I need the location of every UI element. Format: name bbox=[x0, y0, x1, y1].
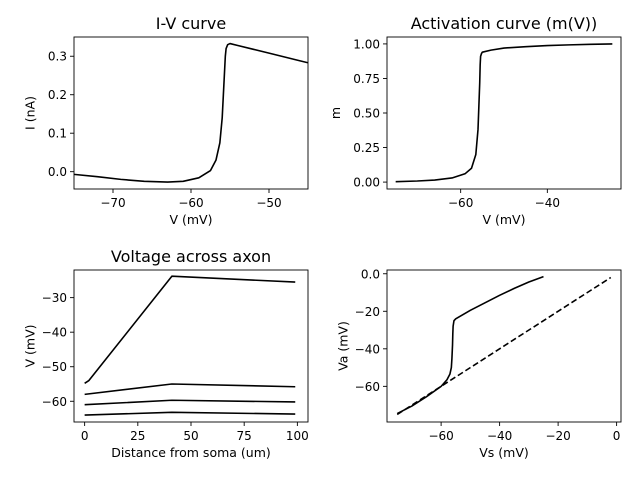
y-axis-label: Va (mV) bbox=[335, 321, 350, 371]
y-tick-label: −30 bbox=[42, 291, 67, 305]
x-tick-label: −60 bbox=[428, 429, 453, 443]
axes-frame bbox=[386, 269, 622, 423]
x-tick-label: 0 bbox=[81, 429, 89, 443]
y-tick-label: 0.2 bbox=[48, 88, 67, 102]
x-tick-label: −40 bbox=[487, 429, 512, 443]
x-tick-label: −50 bbox=[256, 196, 281, 210]
x-tick-label: 50 bbox=[183, 429, 198, 443]
x-tick-label: −60 bbox=[448, 196, 473, 210]
x-axis-label: V (mV) bbox=[482, 212, 525, 227]
x-axis-label: Distance from soma (um) bbox=[111, 445, 271, 460]
y-axis-label: V (mV) bbox=[22, 324, 37, 367]
y-tick-label: −50 bbox=[42, 360, 67, 374]
subplot-3: 0 25 50 75 100 −60 −50 −40 −30 Voltage across axo… bbox=[22, 247, 308, 460]
x-axis-label: Vs (mV) bbox=[479, 445, 529, 460]
y-tick-label: 0.00 bbox=[353, 176, 380, 190]
axes-frame bbox=[73, 269, 309, 423]
y-tick-label: 0.50 bbox=[353, 107, 380, 121]
subplot-1: −70 −60 −50 0.0 0.1 0.2 0.3 I-V curve V (mV) I (n… bbox=[22, 14, 309, 227]
subplot-title: Voltage across axon bbox=[111, 247, 271, 266]
y-tick-label: −60 bbox=[42, 395, 67, 409]
y-tick-label: 0.0 bbox=[361, 267, 380, 281]
series-line-1 bbox=[396, 275, 544, 415]
x-tick-label: 0 bbox=[613, 429, 621, 443]
subplot-title: I-V curve bbox=[156, 14, 226, 33]
x-tick-label: −40 bbox=[535, 196, 560, 210]
y-tick-label: 0.3 bbox=[48, 50, 67, 64]
y-tick-label: −40 bbox=[42, 326, 67, 340]
axes-frame bbox=[73, 36, 309, 190]
series-line-1 bbox=[84, 275, 296, 384]
x-tick-label: 75 bbox=[237, 429, 252, 443]
y-tick-label: −60 bbox=[355, 380, 380, 394]
y-tick-label: 0.25 bbox=[353, 141, 380, 155]
y-tick-label: −40 bbox=[355, 342, 380, 356]
series-line-1 bbox=[395, 43, 613, 183]
x-tick-label: −60 bbox=[178, 196, 203, 210]
y-tick-label: 0.0 bbox=[48, 165, 67, 179]
y-axis-label: m bbox=[328, 107, 343, 119]
subplot-title: Activation curve (m(V)) bbox=[411, 14, 598, 33]
series-line-1 bbox=[74, 42, 308, 183]
y-tick-label: −20 bbox=[355, 305, 380, 319]
series-line-2 bbox=[396, 276, 612, 416]
y-tick-label: 1.00 bbox=[353, 37, 380, 51]
axes-frame bbox=[386, 36, 622, 190]
series-line-2 bbox=[84, 383, 296, 396]
series-line-4 bbox=[84, 411, 296, 416]
subplot-4: −60 −40 −20 0 −60 −40 −20 0.0 Vs (mV) Va (mV) bbox=[335, 267, 622, 460]
subplot-2: −60 −40 0.00 0.25 0.50 0.75 1.00 Activation cur… bbox=[328, 14, 622, 227]
x-tick-label: 100 bbox=[286, 429, 309, 443]
y-tick-label: 0.75 bbox=[353, 72, 380, 86]
x-tick-label: −20 bbox=[545, 429, 570, 443]
x-tick-label: −70 bbox=[100, 196, 125, 210]
series-line-3 bbox=[84, 399, 296, 406]
x-tick-label: 25 bbox=[130, 429, 145, 443]
x-axis-label: V (mV) bbox=[169, 212, 212, 227]
y-axis-label: I (nA) bbox=[22, 96, 37, 130]
y-tick-label: 0.1 bbox=[48, 127, 67, 141]
